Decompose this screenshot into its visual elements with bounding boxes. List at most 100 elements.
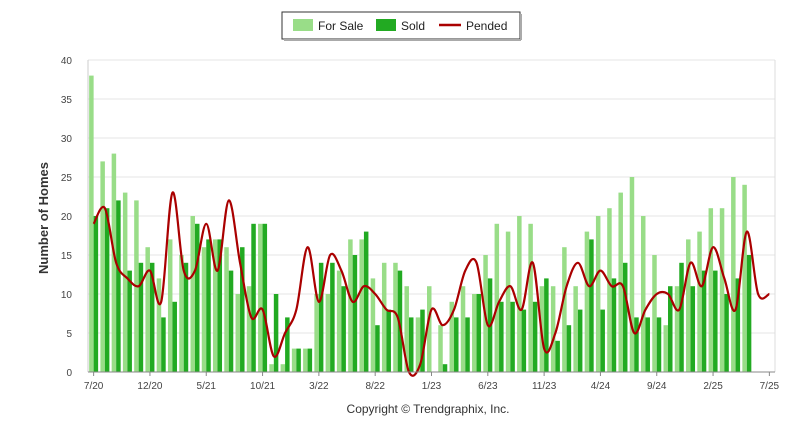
sold-bar-5/22 (341, 286, 346, 372)
for-sale-bar-9/21 (246, 286, 252, 372)
sold-bar-3/22 (318, 262, 324, 372)
sold-bar-4/21 (194, 223, 200, 372)
for-sale-bar-1/24 (562, 247, 567, 372)
sold-bar-2/22 (307, 348, 313, 372)
sold-bar-8/21 (240, 247, 245, 372)
for-sale-bar-1/25 (697, 231, 702, 372)
sold-bar-8/24 (645, 317, 650, 372)
x-tick-label-3/22: 3/22 (309, 381, 329, 392)
sold-bar-12/21 (285, 317, 290, 372)
for-sale-bar-10/20 (122, 192, 128, 372)
sold-bar-10/24 (668, 286, 673, 372)
for-sale-bar-3/25 (719, 208, 725, 372)
for-sale-bar-4/24 (595, 216, 601, 372)
for-sale-bar-2/21 (167, 239, 173, 372)
sold-bar-5/24 (611, 278, 617, 372)
sold-bar-4/22 (330, 262, 335, 372)
y-tick-label-35: 35 (61, 95, 73, 106)
for-sale-bar-12/21 (280, 364, 286, 372)
x-tick-label-11/23: 11/23 (532, 381, 557, 392)
sold-bar-2/23 (442, 364, 448, 372)
sold-bar-2/24 (577, 309, 583, 372)
for-sale-bar-2/22 (303, 348, 308, 372)
y-tick-label-20: 20 (61, 212, 73, 223)
sold-bar-7/22 (363, 231, 369, 372)
for-sale-bar-5/25 (742, 184, 747, 372)
for-sale-bar-7/22 (359, 239, 364, 372)
for-sale-bar-11/21 (269, 364, 274, 372)
sold-bar-11/24 (679, 262, 684, 372)
y-axis-label: Number of Homes (36, 162, 51, 274)
for-sale-bar-6/22 (348, 239, 353, 372)
sold-bar-8/20 (104, 208, 110, 372)
sold-bar-1/24 (566, 325, 572, 372)
sold-bar-11/23 (544, 278, 549, 372)
for-sale-bar-12/24 (686, 239, 691, 372)
y-tick-label-25: 25 (61, 173, 73, 184)
x-tick-label-6/23: 6/23 (478, 381, 498, 392)
for-sale-bar-12/20 (145, 247, 150, 372)
for-sale-bar-3/21 (179, 255, 184, 372)
for-sale-bar-8/24 (640, 216, 646, 372)
bar-series (89, 75, 752, 372)
x-tick-label-8/22: 8/22 (365, 381, 385, 392)
for-sale-bar-1/23 (427, 286, 432, 372)
sold-bar-1/22 (296, 348, 301, 372)
sold-bar-9/23 (521, 309, 527, 372)
sold-bar-5/21 (206, 239, 211, 372)
for-sale-bar-10/22 (393, 262, 398, 372)
sold-bar-9/24 (656, 317, 662, 372)
x-tick-label-1/23: 1/23 (422, 381, 442, 392)
for-sale-bar-7/20 (89, 75, 94, 372)
sold-bar-11/20 (138, 262, 144, 372)
for-sale-bar-2/25 (708, 208, 714, 372)
for-sale-bar-11/22 (404, 286, 409, 372)
for-sale-bar-5/21 (201, 247, 207, 372)
for-sale-bar-8/22 (370, 278, 376, 372)
x-tick-label-5/21: 5/21 (197, 381, 217, 392)
x-tick-label-10/21: 10/21 (250, 381, 275, 392)
for-sale-bar-8/21 (235, 294, 241, 372)
for-sale-bar-4/22 (325, 294, 331, 372)
for-sale-bar-11/24 (674, 286, 680, 372)
y-tick-label-0: 0 (66, 368, 72, 379)
for-sale-bar-12/22 (415, 317, 421, 372)
for-sale-bar-12/23 (550, 286, 556, 372)
y-tick-label-15: 15 (61, 251, 73, 262)
sold-bar-4/24 (600, 309, 605, 372)
pended-line (92, 191, 770, 377)
y-tick-label-10: 10 (61, 290, 73, 301)
for-sale-bar-3/23 (449, 301, 455, 372)
for-sale-bar-9/20 (111, 153, 117, 372)
sold-bar-7/21 (228, 270, 234, 372)
for-sale-bar-3/22 (314, 294, 319, 372)
sold-bar-3/21 (183, 262, 189, 372)
sold-bar-7/24 (634, 317, 639, 372)
sold-bar-3/24 (589, 239, 594, 372)
for-sale-bar-10/24 (663, 325, 668, 372)
for-sale-bar-5/23 (472, 294, 477, 372)
for-sale-bar-4/25 (731, 177, 736, 372)
for-sale-bar-10/23 (528, 223, 533, 372)
legend-for-sale-swatch (293, 19, 313, 31)
y-tick-label-30: 30 (61, 134, 73, 145)
for-sale-bar-8/20 (100, 161, 105, 372)
sold-bar-9/20 (116, 200, 121, 372)
legend: For Sale Sold Pended (281, 11, 522, 41)
for-sale-bar-8/23 (505, 231, 511, 372)
y-tick-label-40: 40 (61, 56, 73, 67)
for-sale-bar-7/24 (629, 177, 635, 372)
x-tick-label-9/24: 9/24 (647, 381, 667, 392)
for-sale-bar-2/24 (573, 286, 578, 372)
for-sale-bar-4/23 (460, 286, 466, 372)
legend-pended-label: Pended (466, 19, 507, 33)
sold-bar-11/22 (408, 317, 414, 372)
legend-for-sale-label: For Sale (318, 19, 364, 33)
y-tick-label-5: 5 (66, 329, 72, 340)
x-tick-label-12/20: 12/20 (137, 381, 162, 392)
for-sale-bar-4/21 (190, 216, 195, 372)
for-sale-bar-5/24 (607, 208, 612, 372)
x-tick-label-4/24: 4/24 (591, 381, 611, 392)
